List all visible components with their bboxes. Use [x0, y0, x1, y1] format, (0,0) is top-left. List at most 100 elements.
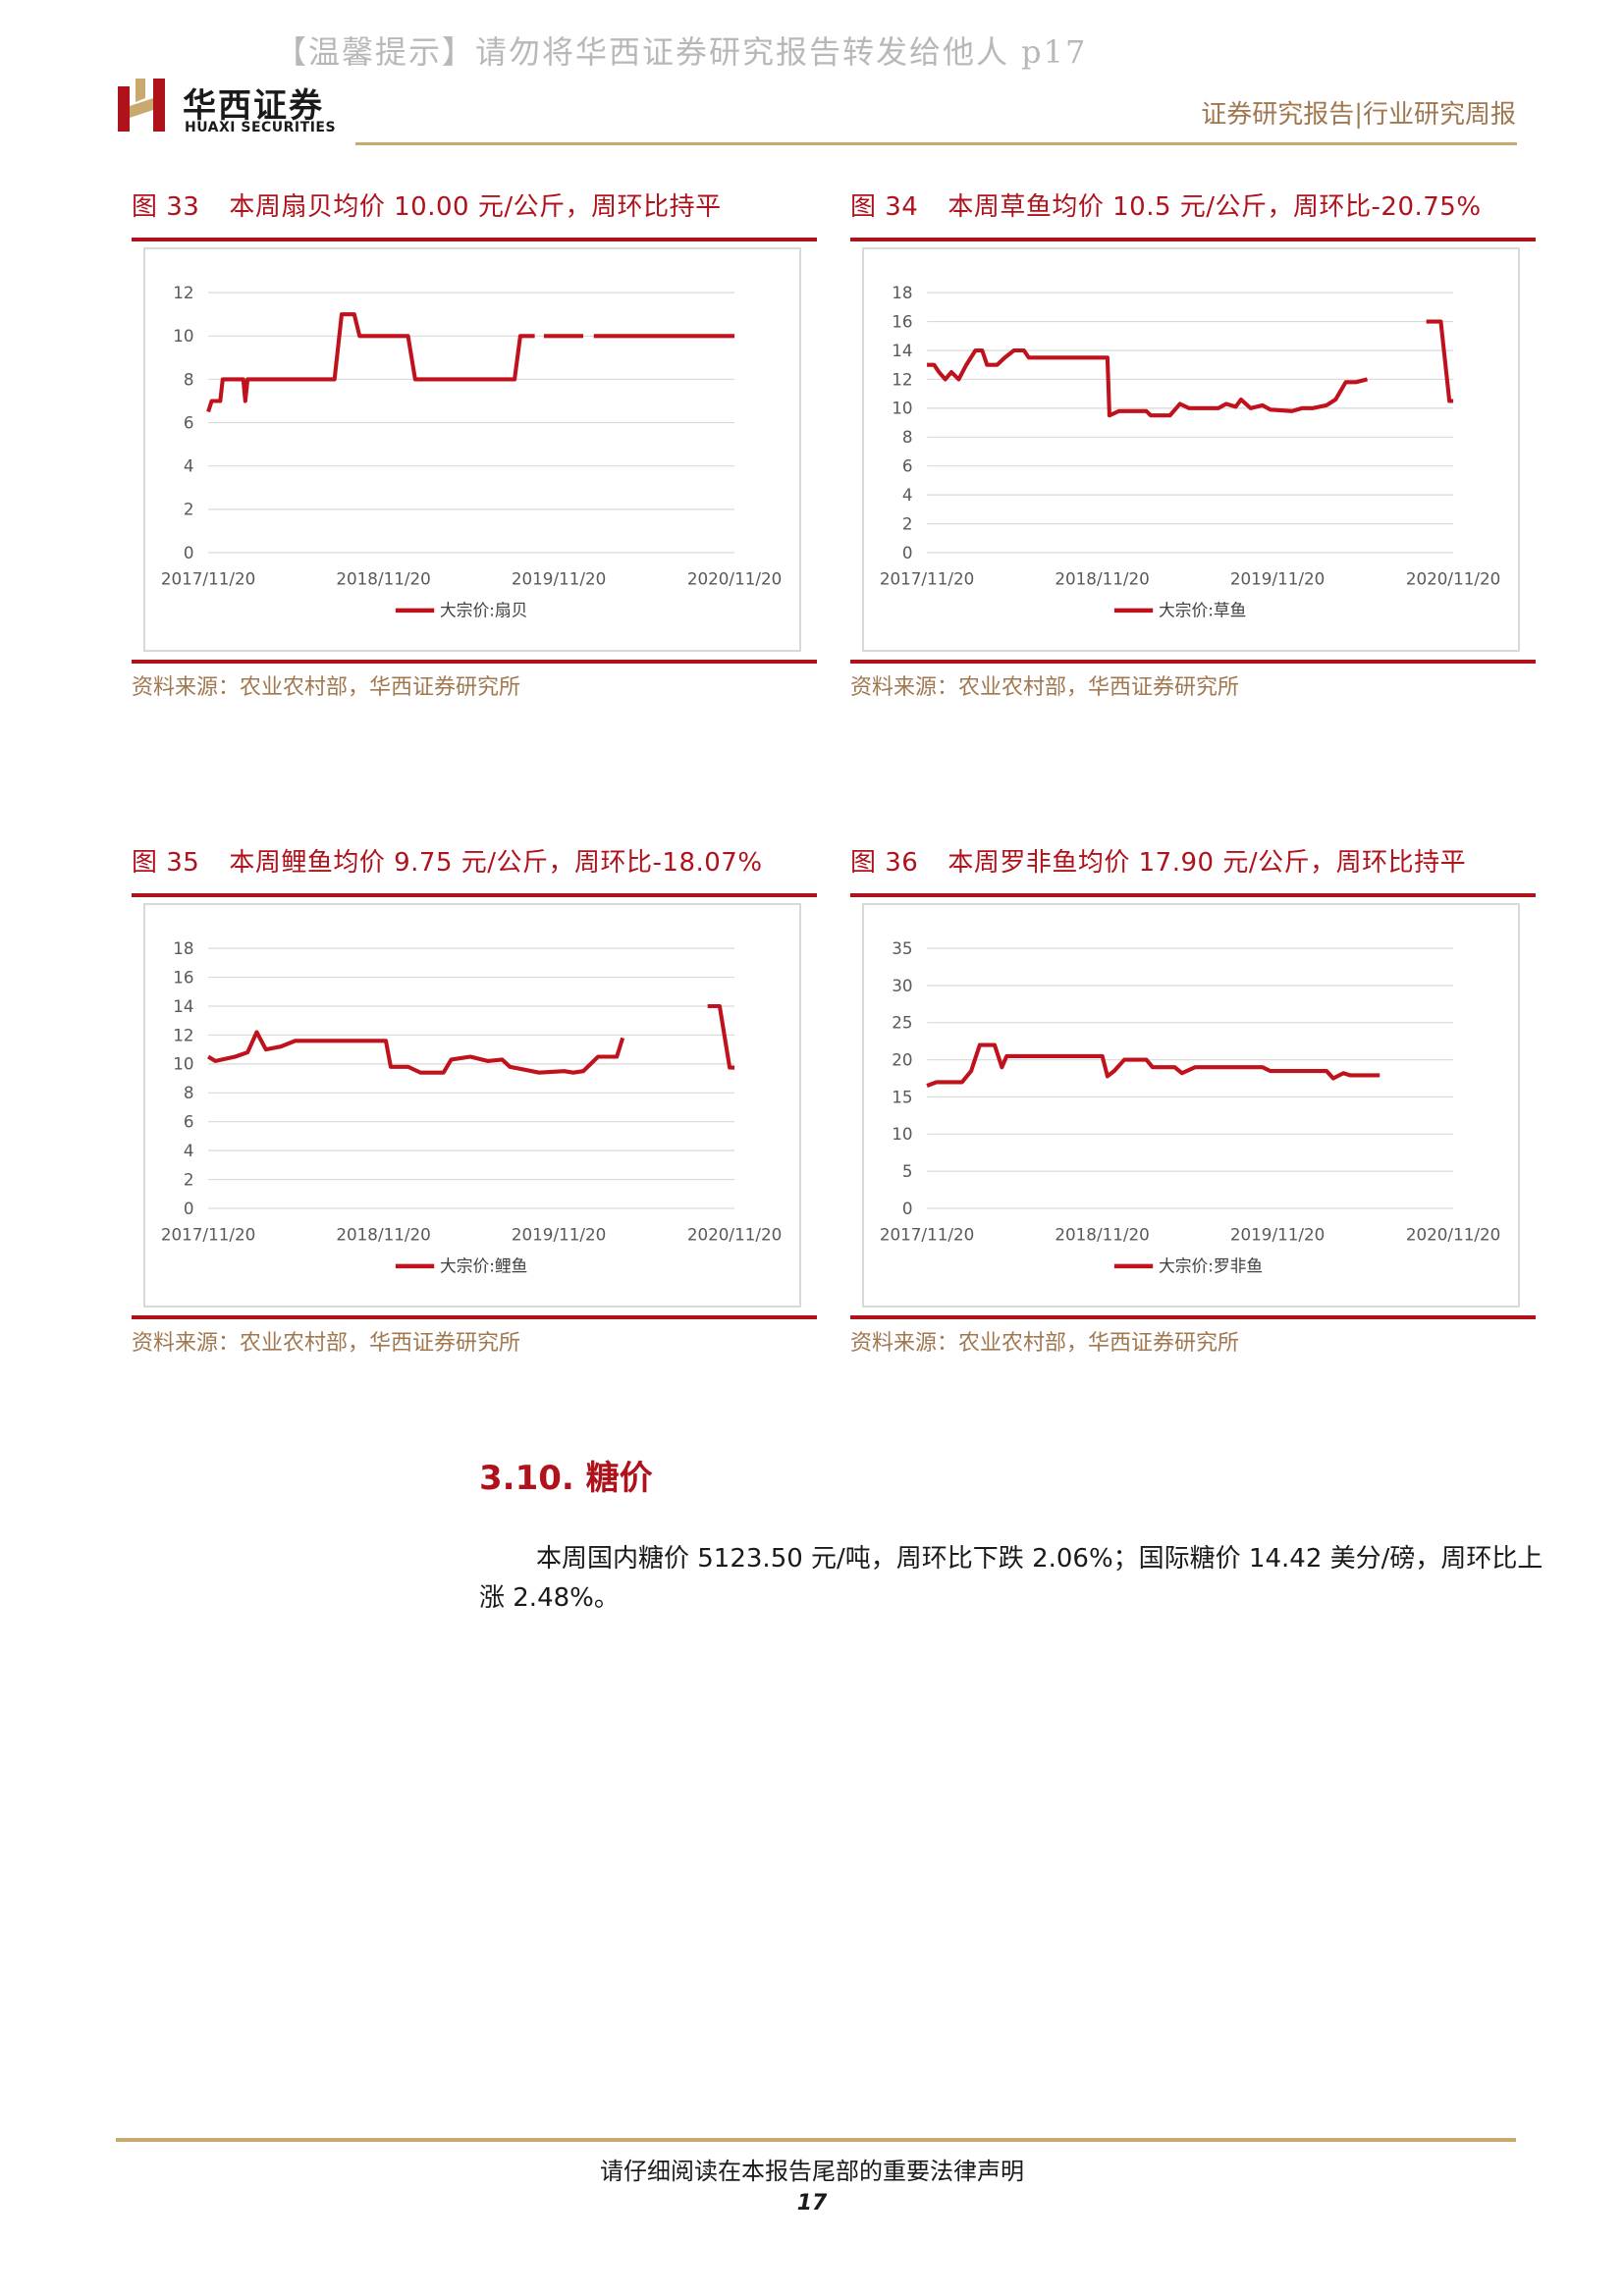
y-tick-label: 6: [184, 412, 194, 432]
huaxi-logo-icon: [118, 79, 165, 132]
figure-source: 资料来源：农业农村部，华西证券研究所: [132, 1331, 521, 1356]
figure-caption: 本周扇贝均价 10.00 元/公斤，周环比持平: [229, 192, 722, 222]
figure-source: 资料来源：农业农村部，华西证券研究所: [132, 675, 521, 700]
chart-frame: 0 5 10 15 20 25 30 35 2017/11/20 2018/11/20 2019/1…: [862, 903, 1520, 1308]
y-tick-label: 14: [892, 341, 912, 360]
y-tick-label: 20: [892, 1049, 912, 1069]
y-tick-label: 2: [184, 1169, 194, 1189]
y-tick-label: 16: [173, 967, 193, 987]
y-tick-label: 12: [173, 283, 193, 302]
figure-title: 图 36 本周罗非鱼均价 17.90 元/公斤，周环比持平: [850, 842, 1536, 893]
y-tick-label: 2: [184, 500, 194, 519]
y-tick-label: 18: [173, 938, 193, 958]
figure-33: 图 33 本周扇贝均价 10.00 元/公斤，周环比持平 0 2 4 6 8 10 12 201…: [132, 187, 817, 707]
legend-label: 大宗价:扇贝: [440, 601, 527, 620]
logo-cn-text: 华西证券: [183, 86, 324, 126]
y-tick-label: 0: [184, 543, 194, 562]
y-tick-label: 15: [892, 1087, 912, 1106]
y-tick-label: 0: [902, 1199, 913, 1218]
series-line: [707, 1003, 735, 1070]
figure-title: 图 34 本周草鱼均价 10.5 元/公斤，周环比-20.75%: [850, 187, 1536, 238]
footer-rule: [116, 2138, 1516, 2142]
figure-bottom-rule: [132, 1315, 817, 1319]
price-line-chart: 0 2 4 6 8 10 12 14 16 18 2017/11/20 2018/11/20 2019/…: [161, 938, 783, 1276]
chart-frame: 0 2 4 6 8 10 12 14 16 18 2017/11/20 2018/11/20 2019/…: [143, 903, 801, 1308]
y-tick-label: 14: [173, 996, 193, 1016]
paragraph-text: 本周国内糖价 5123.50 元/吨，周环比下跌 2.06%；国际糖价 14.4…: [479, 1544, 1543, 1613]
figure-34: 图 34 本周草鱼均价 10.5 元/公斤，周环比-20.75% 0 2 4 6 8 10 1…: [850, 187, 1536, 707]
header-rule: [355, 142, 1517, 145]
x-tick-label: 2017/11/20: [880, 1224, 975, 1244]
y-tick-label: 4: [184, 1141, 194, 1160]
figure-top-rule: [132, 238, 817, 241]
logo-en-text: HUAXI SECURITIES: [185, 120, 337, 135]
y-tick-label: 10: [892, 1124, 912, 1144]
y-tick-label: 16: [892, 311, 912, 331]
y-tick-label: 6: [902, 456, 913, 476]
x-tick-label: 2017/11/20: [161, 568, 256, 588]
y-tick-label: 30: [892, 976, 912, 995]
x-tick-label: 2019/11/20: [1230, 1224, 1326, 1244]
x-tick-label: 2020/11/20: [687, 568, 783, 588]
y-tick-label: 0: [902, 543, 913, 562]
series-line: [206, 312, 535, 413]
y-tick-label: 12: [173, 1025, 193, 1044]
y-tick-label: 6: [184, 1112, 194, 1132]
body-paragraph: 本周国内糖价 5123.50 元/吨，周环比下跌 2.06%；国际糖价 14.4…: [479, 1539, 1551, 1618]
report-type: 证券研究报告|行业研究周报: [1201, 100, 1516, 130]
watermark: 【温馨提示】请勿将华西证券研究报告转发给他人 p17: [275, 33, 1088, 71]
figure-source: 资料来源：农业农村部，华西证券研究所: [850, 675, 1240, 700]
series-line: [207, 1030, 625, 1075]
chart-frame: 0 2 4 6 8 10 12 14 16 18 2017/11/20 2018/11/20 2019/…: [862, 247, 1520, 652]
series-line: [927, 347, 1369, 418]
x-tick-label: 2018/11/20: [336, 568, 431, 588]
legend-label: 大宗价:鲤鱼: [440, 1256, 527, 1276]
y-tick-label: 25: [892, 1013, 912, 1033]
figure-source: 资料来源：农业农村部，华西证券研究所: [850, 1331, 1240, 1356]
x-tick-label: 2020/11/20: [687, 1224, 783, 1244]
price-line-chart: 0 2 4 6 8 10 12 2017/11/20 2018/11/20 2019/11/20 2…: [161, 283, 783, 620]
y-tick-label: 4: [902, 485, 913, 505]
y-tick-label: 10: [173, 1054, 193, 1074]
legal-notice: 请仔细阅读在本报告尾部的重要法律声明: [600, 2158, 1024, 2185]
figure-number: 图 35: [132, 848, 200, 878]
y-tick-label: 2: [902, 513, 913, 533]
legend-label: 大宗价:罗非鱼: [1159, 1256, 1263, 1276]
x-tick-label: 2019/11/20: [512, 568, 607, 588]
figure-title: 图 33 本周扇贝均价 10.00 元/公斤，周环比持平: [132, 187, 817, 238]
chart-frame: 0 2 4 6 8 10 12 2017/11/20 2018/11/20 2019/11/20 2…: [143, 247, 801, 652]
figure-bottom-rule: [132, 660, 817, 664]
figure-top-rule: [132, 893, 817, 897]
figure-bottom-rule: [850, 660, 1536, 664]
price-line-chart: 0 2 4 6 8 10 12 14 16 18 2017/11/20 2018/11/20 2019/…: [880, 283, 1501, 620]
legend-label: 大宗价:草鱼: [1159, 601, 1246, 620]
x-tick-label: 2020/11/20: [1406, 568, 1501, 588]
x-tick-label: 2018/11/20: [1055, 568, 1150, 588]
x-tick-label: 2019/11/20: [512, 1224, 607, 1244]
figure-number: 图 33: [132, 192, 200, 222]
figure-caption: 本周草鱼均价 10.5 元/公斤，周环比-20.75%: [947, 192, 1482, 222]
figure-top-rule: [850, 893, 1536, 897]
figure-number: 图 34: [850, 192, 919, 222]
page-number: 17: [796, 2191, 828, 2216]
figure-caption: 本周鲤鱼均价 9.75 元/公斤，周环比-18.07%: [229, 848, 763, 878]
series-line: [926, 1042, 1380, 1089]
series-line: [1426, 319, 1454, 403]
section-title: 3.10. 糖价: [479, 1459, 653, 1498]
y-tick-label: 10: [892, 399, 912, 418]
x-tick-label: 2018/11/20: [336, 1224, 431, 1244]
x-tick-label: 2017/11/20: [880, 568, 975, 588]
x-tick-label: 2017/11/20: [161, 1224, 256, 1244]
y-tick-label: 4: [184, 456, 194, 476]
y-tick-label: 10: [173, 326, 193, 346]
y-tick-label: 8: [184, 369, 194, 389]
figure-title: 图 35 本周鲤鱼均价 9.75 元/公斤，周环比-18.07%: [132, 842, 817, 893]
figure-number: 图 36: [850, 848, 919, 878]
price-line-chart: 0 5 10 15 20 25 30 35 2017/11/20 2018/11/20 2019/1…: [880, 938, 1501, 1276]
y-tick-label: 18: [892, 283, 912, 302]
y-tick-label: 35: [892, 938, 912, 958]
y-tick-label: 0: [184, 1199, 194, 1218]
x-tick-label: 2020/11/20: [1406, 1224, 1501, 1244]
y-tick-label: 12: [892, 369, 912, 389]
figure-caption: 本周罗非鱼均价 17.90 元/公斤，周环比持平: [947, 848, 1467, 878]
